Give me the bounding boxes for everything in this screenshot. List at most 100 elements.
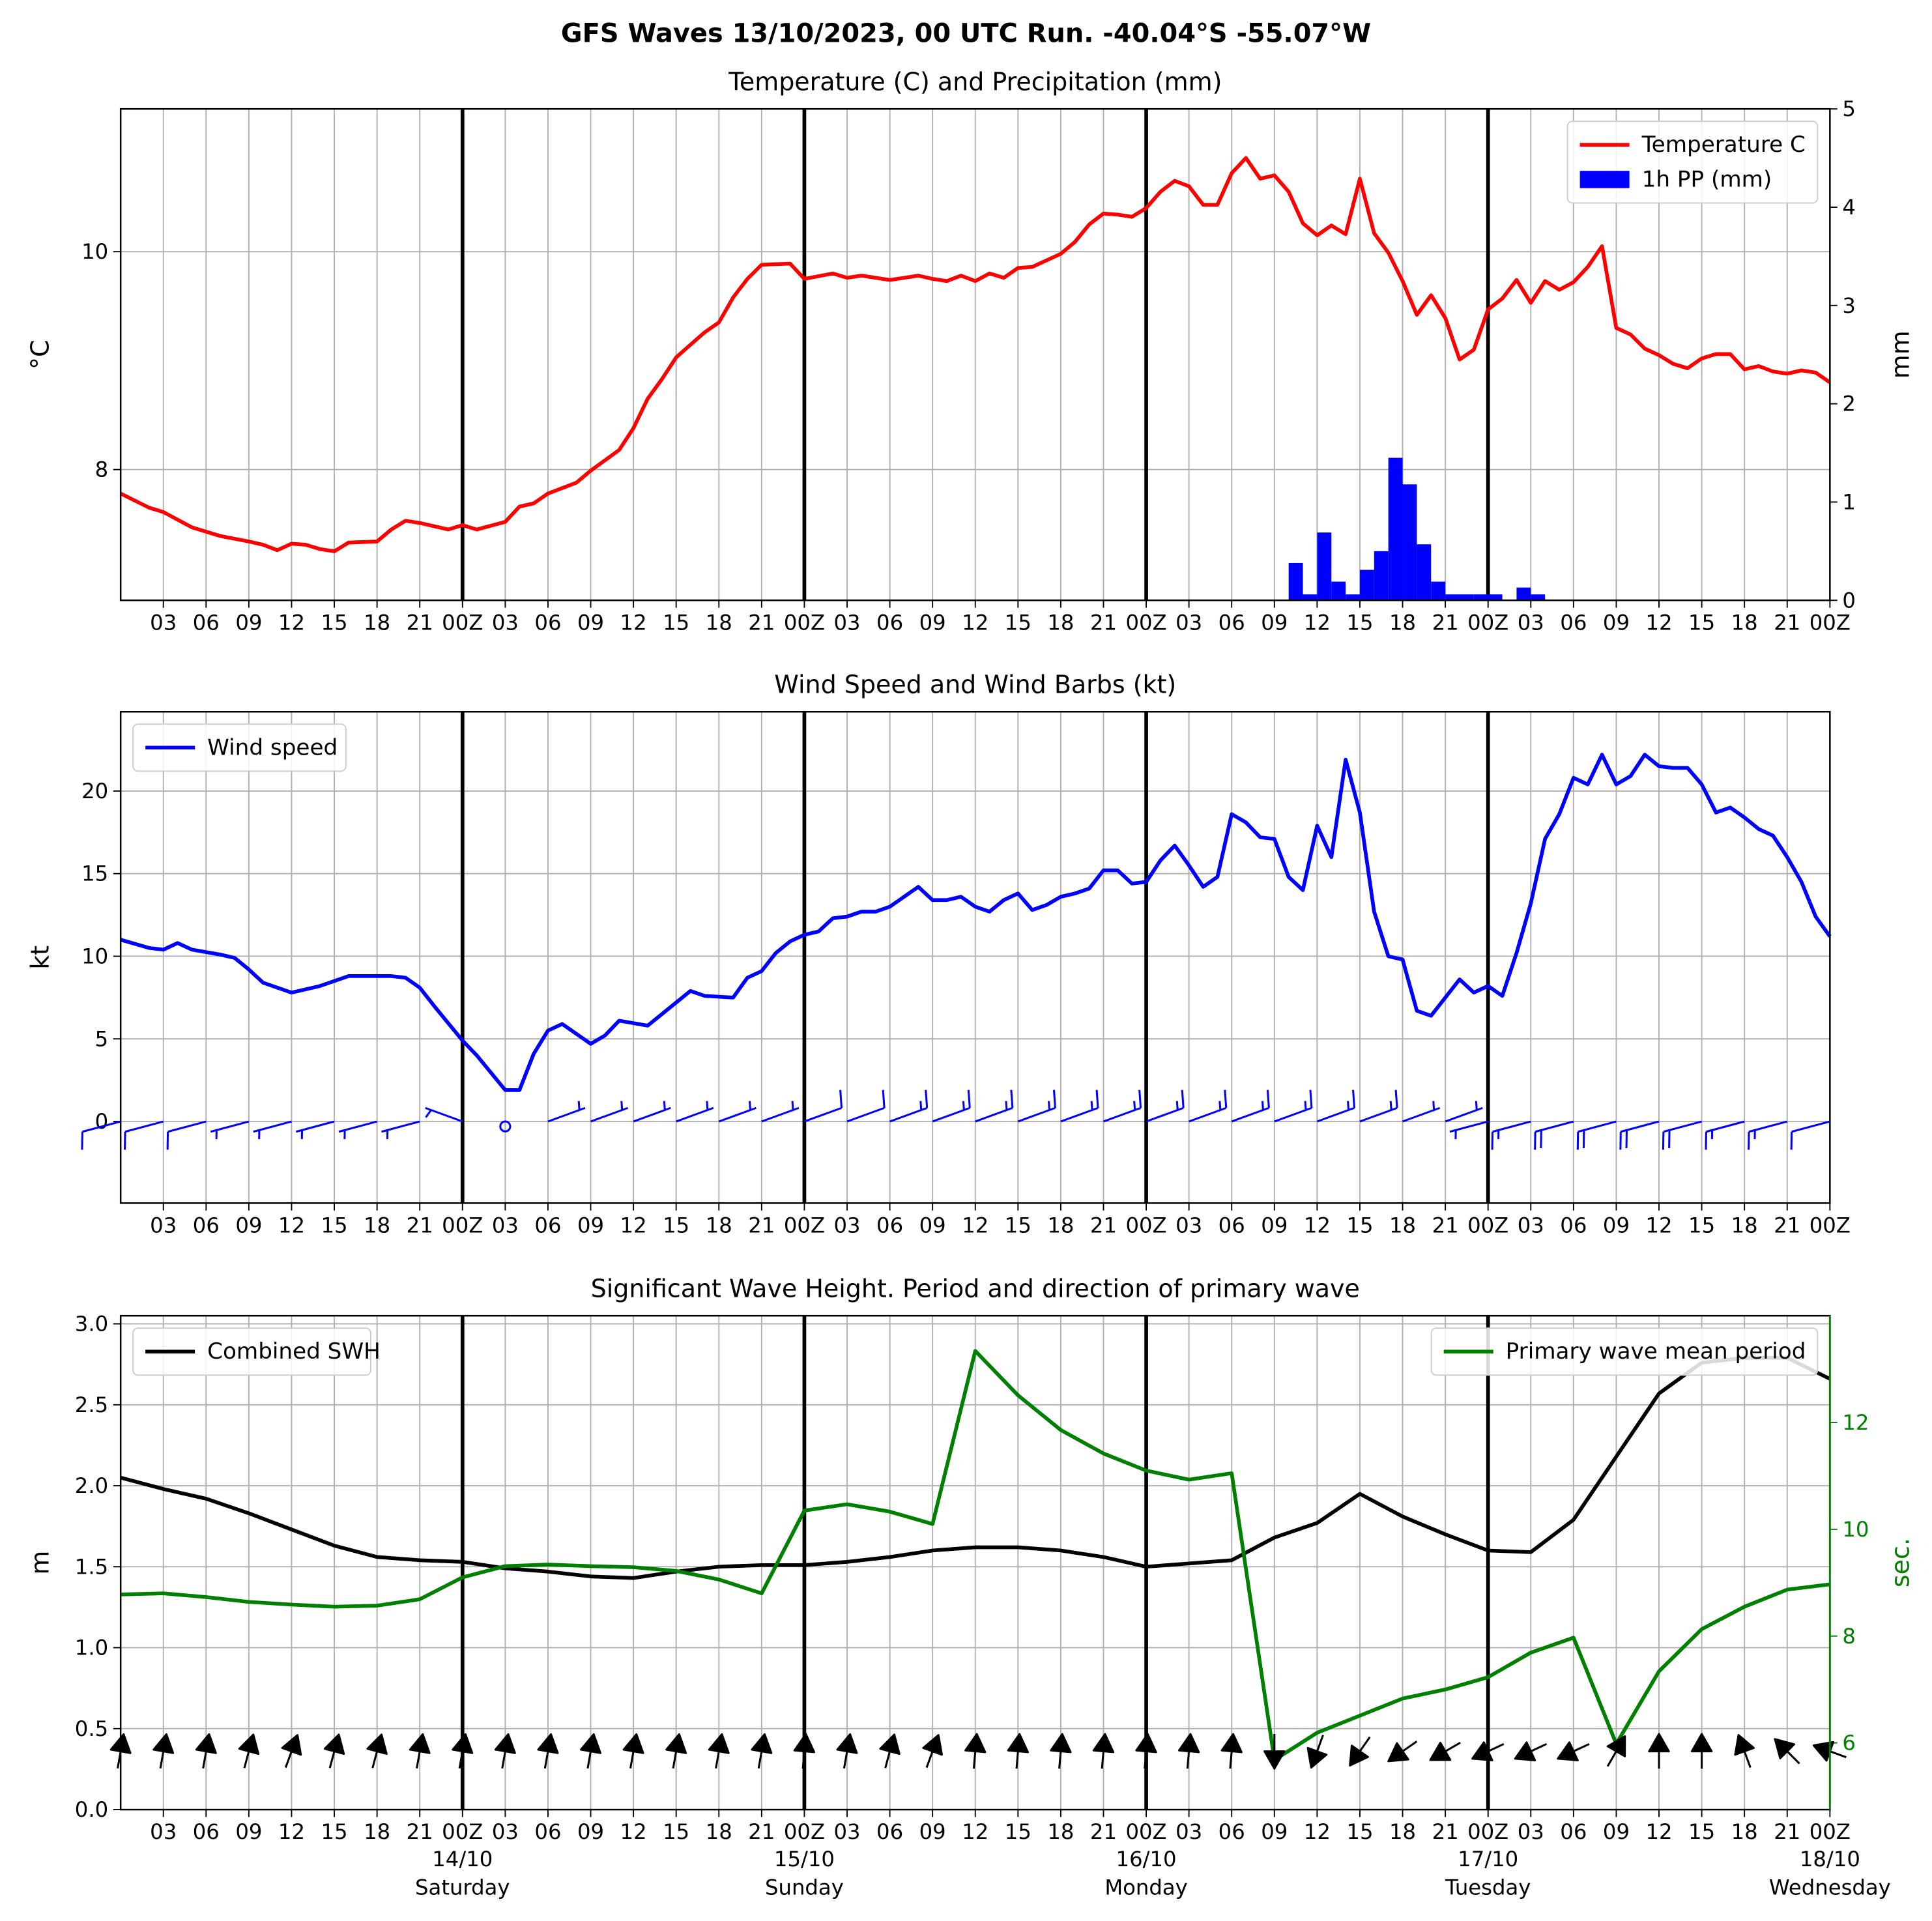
bar xyxy=(1331,581,1346,601)
x-tick-label: 03 xyxy=(150,1213,177,1237)
bar xyxy=(1488,594,1503,601)
x-tick-label: 06 xyxy=(876,1213,903,1237)
x-tick-label: 03 xyxy=(1518,610,1544,635)
x-tick-label: 00Z xyxy=(442,1213,483,1237)
wind-barb xyxy=(166,1120,207,1150)
x-tick-label: 21 xyxy=(1774,610,1800,635)
legend-label: 1h PP (mm) xyxy=(1642,166,1772,192)
legend-label: Combined SWH xyxy=(207,1338,381,1365)
wave-arrow xyxy=(751,1733,773,1769)
wave-arrow xyxy=(922,1734,943,1769)
wave-arrow xyxy=(622,1733,644,1769)
x-tick-label: 12 xyxy=(1645,1819,1672,1844)
plot-frame xyxy=(119,108,1831,601)
x-tick-label: 03 xyxy=(1175,1819,1202,1844)
wind-barb xyxy=(1748,1120,1788,1150)
wave-arrow xyxy=(708,1733,730,1769)
x-tick-label: 18 xyxy=(1389,1819,1416,1844)
x-tick-label: 12 xyxy=(620,1819,647,1844)
x-tick-label: 21 xyxy=(407,1819,433,1844)
wind-barb xyxy=(1189,1090,1228,1123)
x-tick-label: 06 xyxy=(1560,610,1587,635)
x-tick-label: 03 xyxy=(1175,1213,1202,1237)
wind-barb xyxy=(1316,1090,1356,1123)
wave-arrow xyxy=(537,1733,559,1769)
wind-barb xyxy=(1619,1120,1660,1150)
y2-tick-label: 0 xyxy=(1842,588,1856,613)
x-tick-label: 03 xyxy=(833,1819,860,1844)
x-tick-label: 18 xyxy=(1047,1213,1074,1237)
x-tick-label: 18 xyxy=(1731,610,1758,635)
bar xyxy=(1531,594,1546,601)
bar xyxy=(1288,562,1303,601)
y2-tick-label: 5 xyxy=(1842,96,1856,121)
y-tick-label: 3.0 xyxy=(75,1312,108,1336)
y-tick-label: 5 xyxy=(95,1026,109,1051)
legend-label: Wind speed xyxy=(207,734,338,760)
x-tick-label: 15 xyxy=(1346,1819,1373,1844)
bar xyxy=(1459,594,1474,601)
bar xyxy=(1516,587,1531,601)
y-axis-label: m xyxy=(26,1551,55,1575)
wind-barb xyxy=(338,1120,378,1140)
wave-arrow xyxy=(1177,1733,1200,1769)
bar xyxy=(1359,570,1374,601)
x-tick-label: 03 xyxy=(492,610,519,635)
x-tick-label: 09 xyxy=(577,1213,604,1237)
wind-barb xyxy=(1402,1101,1441,1123)
x-tick-label: 21 xyxy=(1432,1213,1459,1237)
wave-arrow xyxy=(1514,1741,1548,1761)
y-axis-label: °C xyxy=(26,339,55,369)
wave-arrow xyxy=(1734,1734,1755,1769)
wind-barb xyxy=(253,1120,292,1140)
x-tick-label: 12 xyxy=(620,610,647,635)
wind-barb xyxy=(210,1120,250,1140)
x-tick-label: 15 xyxy=(1005,1819,1031,1844)
series-line xyxy=(120,753,1832,1092)
wind-barb xyxy=(761,1101,800,1123)
x-tick-label: 21 xyxy=(748,1819,775,1844)
x-tick-label: 06 xyxy=(193,1819,220,1844)
x-tick-label: 18 xyxy=(706,1819,732,1844)
x-tick-label: 00Z xyxy=(442,610,483,635)
x-tick-label: 18 xyxy=(1047,1819,1074,1844)
y-tick-label: 2.5 xyxy=(75,1393,108,1417)
x-tick-label: 12 xyxy=(1304,1213,1331,1237)
x-tick-label: 09 xyxy=(1261,1213,1288,1237)
y2-axis-label: sec. xyxy=(1886,1538,1915,1587)
x-tick-label: 09 xyxy=(1603,1213,1630,1237)
x-tick-label: 21 xyxy=(748,1213,775,1237)
wave-arrow xyxy=(1690,1733,1713,1769)
y2-tick-label: 4 xyxy=(1842,195,1856,220)
wave-arrow xyxy=(1007,1733,1029,1769)
wind-barb xyxy=(425,1106,463,1123)
wind-barb xyxy=(676,1101,714,1123)
x-tick-label: 06 xyxy=(193,1213,220,1237)
wave-arrow xyxy=(1263,1733,1286,1770)
x-tick-label: 21 xyxy=(1090,1819,1117,1844)
x-tick-label: 15 xyxy=(1346,1213,1373,1237)
x-tick-label: 00Z xyxy=(1467,610,1508,635)
x-tick-label: 15 xyxy=(1005,610,1031,635)
wave-arrow xyxy=(1557,1741,1590,1761)
bar xyxy=(1317,532,1332,601)
wind-barb xyxy=(1445,1101,1483,1123)
wave-arrow xyxy=(494,1733,516,1769)
chart-title: Wind Speed and Wind Barbs (kt) xyxy=(774,670,1176,699)
wave-arrow xyxy=(1306,1735,1328,1769)
legend-box xyxy=(132,1327,371,1376)
legend-box xyxy=(132,723,347,772)
y2-axis-label: mm xyxy=(1886,330,1915,379)
wave-arrow xyxy=(195,1733,217,1769)
x-tick-label: 21 xyxy=(407,1213,433,1237)
bar xyxy=(1473,594,1488,601)
x-tick-label: 15 xyxy=(663,1819,689,1844)
x-tick-label: 09 xyxy=(919,610,946,635)
x-tick-label: 18 xyxy=(364,1819,390,1844)
x-tick-label: 03 xyxy=(833,610,860,635)
y2-tick-label: 10 xyxy=(1842,1517,1869,1542)
wind-barb xyxy=(1449,1120,1489,1140)
y2-tick-label: 6 xyxy=(1842,1731,1856,1755)
